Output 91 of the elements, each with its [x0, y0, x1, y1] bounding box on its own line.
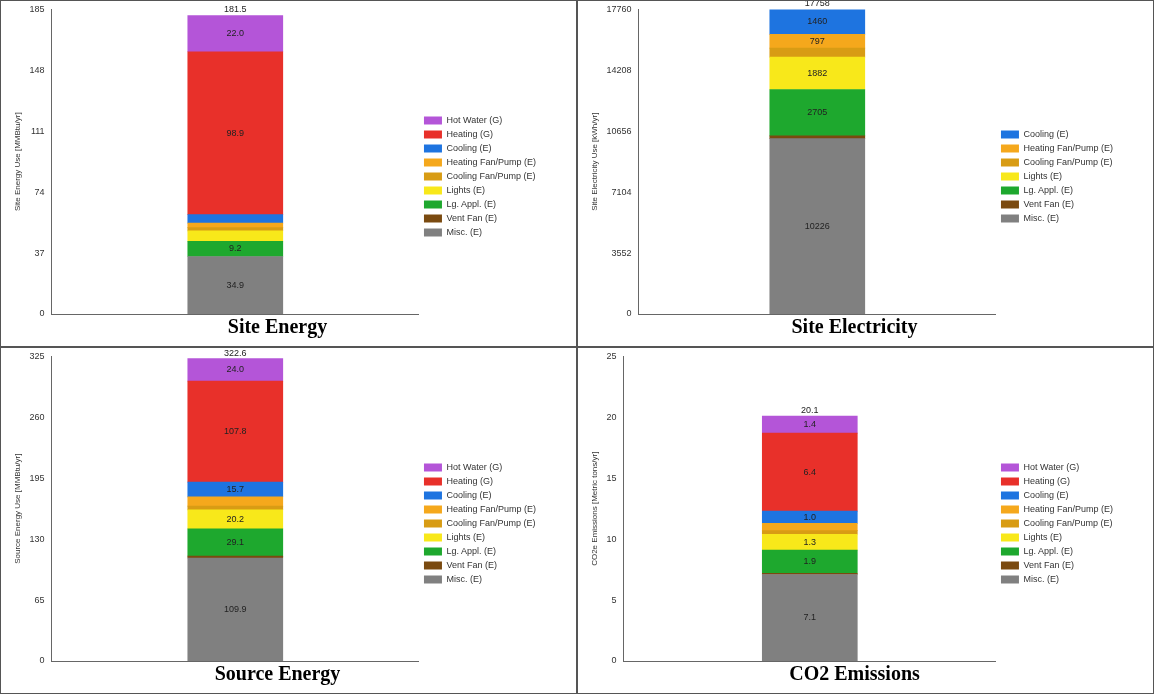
legend-label: Heating (G)	[1023, 475, 1070, 486]
data-label: 1882	[807, 67, 828, 78]
data-label: 22.0	[226, 28, 245, 39]
legend-label: Cooling Fan/Pump (E)	[446, 170, 536, 181]
y-tick-label: 10656	[606, 125, 632, 136]
legend-label: Heating (G)	[446, 475, 493, 486]
total-label: 322.6	[224, 347, 247, 358]
legend-label: Hot Water (G)	[446, 114, 503, 125]
y-tick-label: 195	[29, 472, 45, 483]
legend-label: Cooling (E)	[446, 489, 492, 500]
legend-label: Heating Fan/Pump (E)	[446, 156, 537, 167]
data-label: 20.2	[226, 513, 245, 524]
y-tick-label: 148	[29, 64, 45, 75]
legend-label: Cooling (E)	[1023, 128, 1069, 139]
y-tick-label: 3552	[611, 247, 632, 258]
data-label: 1.4	[803, 419, 817, 430]
y-tick-label: 5	[611, 594, 617, 605]
y-axis-title: Site Electricity Use [kWh/yr]	[590, 112, 599, 211]
legend-label: Cooling Fan/Pump (E)	[446, 517, 536, 528]
data-label: 797	[809, 35, 825, 46]
legend-label: Cooling (E)	[1023, 489, 1069, 500]
total-label: 17758	[804, 0, 830, 9]
y-tick-label: 20	[606, 411, 617, 422]
data-label: 29.1	[226, 536, 245, 547]
legend-label: Cooling Fan/Pump (E)	[1023, 156, 1113, 167]
text: Source Energy	[214, 662, 341, 686]
data-label: 34.9	[226, 279, 245, 290]
y-tick-label: 0	[611, 655, 617, 666]
y-axis-title: Site Energy Use [MMBtu/yr]	[13, 112, 22, 212]
y-tick-label: 260	[29, 411, 45, 422]
y-tick-label: 111	[30, 125, 45, 136]
y-tick-label: 14208	[606, 64, 632, 75]
legend-label: Lg. Appl. (E)	[446, 198, 496, 209]
y-axis-title: Source Energy Use [MMBtu/yr]	[13, 453, 22, 564]
legend-label: Heating Fan/Pump (E)	[446, 503, 537, 514]
legend-label: Heating Fan/Pump (E)	[1023, 503, 1114, 514]
legend-label: Cooling (E)	[446, 142, 492, 153]
y-axis-title: CO2e Emissions [Metric tons/yr]	[590, 451, 599, 566]
y-tick-label: 65	[34, 594, 45, 605]
legend-label: Lg. Appl. (E)	[1023, 545, 1073, 556]
y-tick-label: 15	[606, 472, 617, 483]
y-tick-label: 0	[39, 655, 45, 666]
legend-label: Lights (E)	[446, 531, 485, 542]
legend-label: Misc. (E)	[446, 226, 482, 237]
total-label: 181.5	[224, 4, 247, 15]
y-tick-label: 7104	[611, 186, 632, 197]
data-label: 24.0	[226, 364, 245, 375]
text: CO2 Emissions	[789, 662, 921, 685]
data-label: 15.7	[226, 483, 245, 494]
legend-label: Hot Water (G)	[446, 461, 503, 472]
text: Site Energy	[227, 315, 328, 339]
text: Site Electricity	[791, 315, 918, 339]
total-label: 20.1	[801, 405, 819, 416]
data-label: 1.3	[803, 536, 817, 547]
data-label: 2705	[807, 107, 828, 118]
data-label: 9.2	[229, 243, 242, 254]
data-label: 7.1	[803, 612, 817, 623]
data-label: 1460	[807, 16, 828, 27]
legend-label: Lg. Appl. (E)	[446, 545, 496, 556]
y-tick-label: 0	[39, 308, 45, 319]
y-tick-label: 130	[29, 533, 45, 544]
legend-label: Misc. (E)	[446, 573, 482, 584]
legend-label: Lg. Appl. (E)	[1023, 184, 1073, 195]
legend-label: Misc. (E)	[1023, 573, 1059, 584]
data-label: 10226	[804, 220, 830, 231]
data-label: 6.4	[803, 466, 817, 477]
legend-label: Lights (E)	[446, 184, 485, 195]
data-label: 1.0	[803, 511, 817, 522]
legend-label: Heating (G)	[446, 128, 493, 139]
y-tick-label: 74	[34, 186, 45, 197]
legend-label: Lights (E)	[1023, 531, 1062, 542]
y-tick-label: 325	[29, 350, 45, 361]
data-label: 1.9	[803, 556, 817, 567]
data-label: 109.9	[224, 603, 247, 614]
legend-label: Vent Fan (E)	[1023, 559, 1074, 570]
data-label: 98.9	[226, 127, 245, 138]
y-tick-label: 37	[34, 247, 45, 258]
legend-label: Vent Fan (E)	[446, 559, 497, 570]
data-label: 107.8	[224, 426, 247, 437]
legend-label: Heating Fan/Pump (E)	[1023, 142, 1114, 153]
legend-label: Cooling Fan/Pump (E)	[1023, 517, 1113, 528]
legend-label: Lights (E)	[1023, 170, 1062, 181]
y-tick-label: 25	[606, 350, 617, 361]
legend-label: Vent Fan (E)	[1023, 198, 1074, 209]
legend-label: Hot Water (G)	[1023, 461, 1080, 472]
y-tick-label: 17760	[606, 3, 632, 14]
y-tick-label: 10	[606, 533, 617, 544]
legend-label: Misc. (E)	[1023, 212, 1059, 223]
y-tick-label: 185	[29, 3, 45, 14]
legend-label: Vent Fan (E)	[446, 212, 497, 223]
y-tick-label: 0	[626, 308, 632, 319]
